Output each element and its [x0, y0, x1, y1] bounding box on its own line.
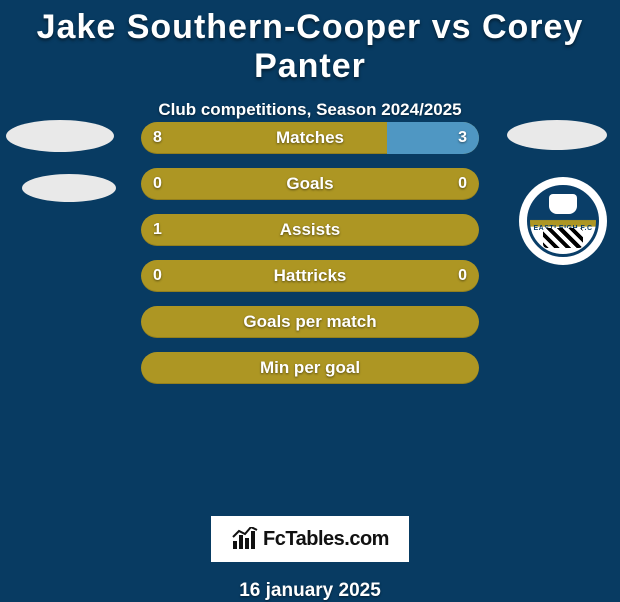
stat-bar-left-value: 8 [153, 122, 162, 154]
stat-bar: Hattricks0 0 [141, 260, 479, 292]
stat-bars: Matches83Goals00Assists1Hattricks00Goals… [141, 122, 479, 398]
brand-chart-icon [231, 527, 259, 551]
stat-bar-right-value: 0 [458, 260, 467, 292]
page-subtitle: Club competitions, Season 2024/2025 [0, 100, 620, 120]
stat-bar: Assists1 [141, 214, 479, 246]
stat-bar-right-value: 3 [458, 122, 467, 154]
stat-bar-left-value: 0 [153, 260, 162, 292]
stat-bar-label: Goals per match [141, 306, 479, 338]
left-logo-placeholder-1 [6, 120, 114, 152]
stat-bar-label: Hattricks [141, 260, 479, 292]
stat-bar: Goals0 0 [141, 168, 479, 200]
club-badge: EASTLEIGH F.C [519, 177, 607, 265]
stat-bar-label: Assists [141, 214, 479, 246]
right-logo-placeholder [507, 120, 607, 150]
stat-bar-label: Goals [141, 168, 479, 200]
stat-bar: Min per goal [141, 352, 479, 384]
stat-bar: Goals per match [141, 306, 479, 338]
stat-bar-label: Matches [141, 122, 479, 154]
club-badge-inner: EASTLEIGH F.C [527, 185, 599, 257]
brand-box: FcTables.com [211, 516, 409, 562]
stat-bar-left-value: 1 [153, 214, 162, 246]
page-title: Jake Southern-Cooper vs Corey Panter [0, 0, 620, 86]
date-text: 16 january 2025 [0, 580, 620, 602]
stat-bar-left-value: 0 [153, 168, 162, 200]
left-logo-placeholder-2 [22, 174, 116, 202]
stat-bar: Matches8 3 [141, 122, 479, 154]
stat-bar-right-value: 0 [458, 168, 467, 200]
stat-bar-label: Min per goal [141, 352, 479, 384]
brand-text: FcTables.com [263, 528, 389, 551]
club-badge-text: EASTLEIGH F.C [533, 225, 592, 232]
